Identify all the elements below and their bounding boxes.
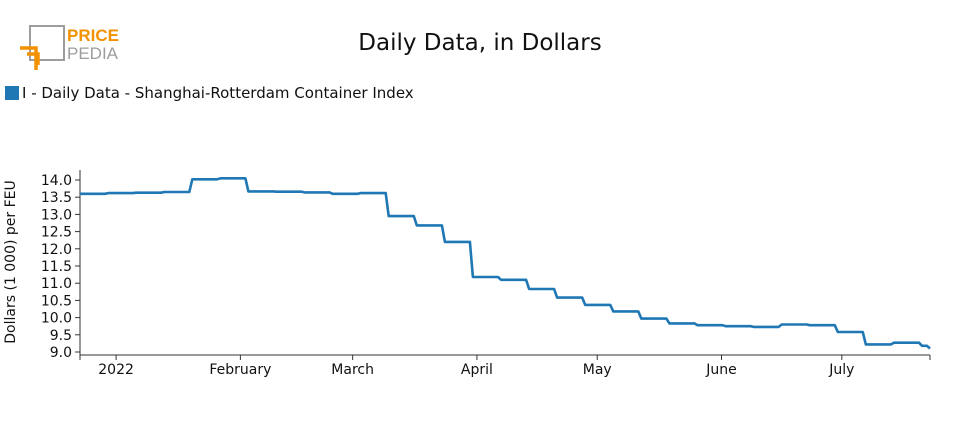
y-tick-label: 9.0	[50, 345, 72, 361]
y-tick-label: 10.5	[41, 293, 72, 309]
x-tick-label: 2022	[98, 362, 134, 378]
x-tick-label: July	[828, 362, 854, 378]
pricepedia-logo: PRICE PEDIA	[18, 22, 128, 74]
chart-title: Daily Data, in Dollars	[358, 30, 602, 56]
y-tick-label: 10.0	[41, 311, 72, 327]
y-axis: 9.09.510.0 10.511.011.512.012.5 13.013.514…	[41, 170, 81, 361]
logo-bracket-outer	[20, 46, 38, 70]
x-axis: 2022 February March April May June July	[79, 354, 931, 378]
y-tick-label: 11.5	[41, 259, 72, 275]
x-tick-label: March	[331, 362, 374, 378]
legend-label: I - Daily Data - Shanghai-Rotterdam Cont…	[22, 84, 414, 102]
logo-bracket-inner	[27, 52, 40, 65]
x-tick-label: April	[461, 362, 493, 378]
y-tick-label: 12.0	[41, 242, 72, 258]
x-tick-label: May	[583, 362, 612, 378]
y-axis-label: Dollars (1 000) per FEU	[3, 180, 19, 344]
y-tick-label: 13.0	[41, 207, 72, 223]
pricepedia-logo-mark: PRICE PEDIA	[20, 25, 119, 70]
y-tick-label: 9.5	[50, 328, 72, 344]
y-tick-label: 13.5	[41, 190, 72, 206]
logo-word-bottom: PEDIA	[67, 44, 119, 63]
x-tick-label: February	[209, 362, 271, 378]
logo-word-top: PRICE	[67, 26, 119, 45]
y-tick-label: 14.0	[41, 173, 72, 189]
logo-frame	[29, 25, 65, 61]
y-tick-label: 11.0	[41, 276, 72, 292]
series-line	[80, 177, 931, 350]
y-tick-label: 12.5	[41, 225, 72, 241]
series-group	[79, 177, 931, 350]
x-tick-label: June	[705, 362, 737, 378]
legend[interactable]: I - Daily Data - Shanghai-Rotterdam Cont…	[5, 84, 414, 102]
legend-swatch	[5, 86, 19, 100]
